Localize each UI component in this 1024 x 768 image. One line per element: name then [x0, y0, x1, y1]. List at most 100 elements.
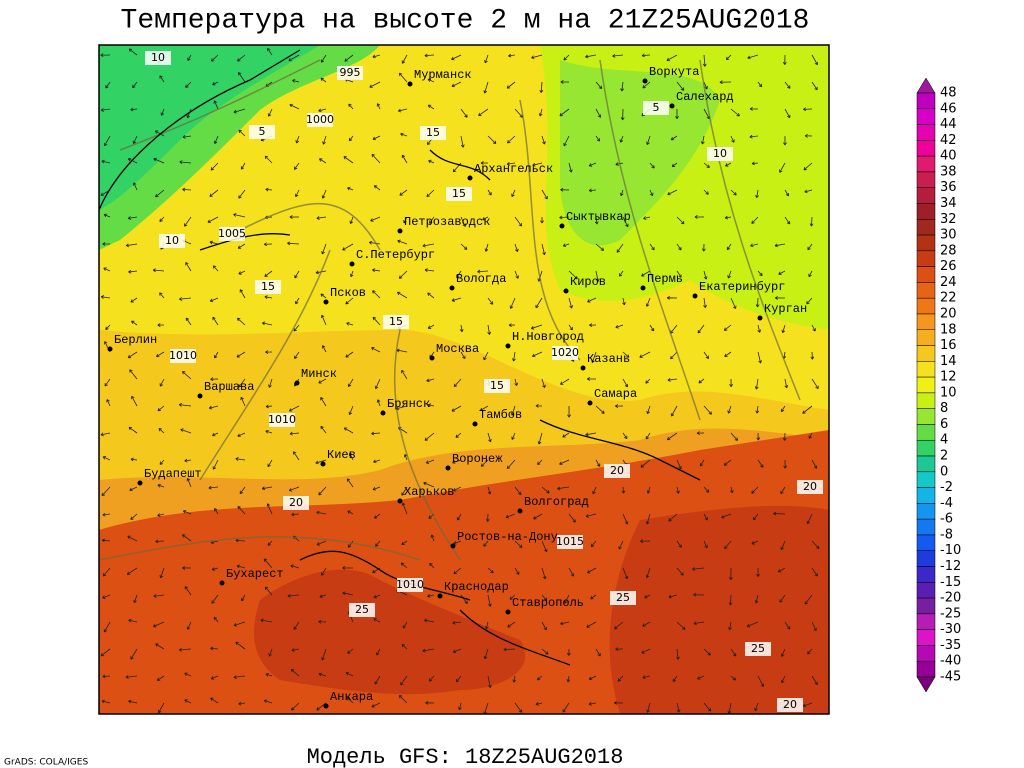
wind-arrow: [424, 53, 435, 58]
wind-arrow: [266, 503, 273, 515]
wind-arrow: [723, 459, 732, 466]
wind-arrow: [727, 405, 732, 414]
city-label: Харьков: [404, 485, 454, 499]
wind-arrow: [349, 216, 354, 224]
wind-arrow: [563, 54, 570, 61]
wind-arrow: [100, 53, 111, 58]
wind-arrow: [290, 669, 300, 677]
wind-arrow: [100, 295, 111, 299]
city-dot: [757, 315, 763, 321]
wind-arrow: [480, 459, 489, 467]
wind-arrow: [396, 291, 408, 299]
wind-arrow: [344, 54, 354, 62]
wind-arrow: [562, 702, 570, 713]
wind-arrow: [676, 648, 680, 660]
wind-arrow: [666, 432, 678, 441]
colorbar-band: [916, 203, 936, 220]
wind-arrow: [514, 702, 523, 713]
colorbar-band: [916, 487, 936, 504]
wind-arrow: [233, 108, 246, 114]
wind-arrow: [540, 216, 544, 224]
city-label: Ставрополь: [512, 596, 584, 610]
wind-arrow: [212, 316, 219, 326]
wind-arrow: [666, 54, 678, 62]
wind-arrow: [507, 621, 516, 628]
wind-arrow: [560, 187, 570, 192]
isotherm-label: 10: [151, 51, 165, 64]
wind-arrow: [730, 486, 734, 494]
wind-arrow: [541, 486, 550, 494]
wind-arrow: [568, 270, 578, 280]
wind-arrow: [531, 54, 543, 60]
wind-arrow: [676, 459, 682, 470]
wind-arrow: [670, 351, 678, 360]
wind-arrow: [320, 425, 327, 434]
wind-arrow: [293, 451, 300, 461]
wind-arrow: [316, 540, 327, 546]
wind-arrow: [696, 431, 705, 435]
wind-arrow: [671, 162, 678, 168]
wind-arrow: [586, 567, 597, 574]
wind-arrow: [158, 702, 165, 714]
wind-arrow: [589, 323, 597, 328]
wind-arrow: [291, 512, 300, 517]
wind-arrow: [452, 648, 462, 654]
wind-arrow: [128, 699, 138, 704]
wind-arrow: [159, 459, 165, 465]
wind-arrow: [398, 72, 408, 83]
colorbar-band: [916, 234, 936, 252]
wind-arrow: [784, 189, 789, 197]
wind-arrow: [568, 297, 573, 309]
colorbar-band: [916, 566, 936, 583]
wind-arrow: [238, 71, 246, 83]
wind-arrow: [724, 540, 732, 550]
wind-arrow: [778, 270, 786, 275]
wind-arrow: [184, 672, 192, 677]
wind-arrow: [129, 369, 138, 380]
colorbar-arrow-top: [916, 77, 936, 94]
wind-arrow: [263, 699, 273, 704]
isotherm-label: 15: [389, 315, 403, 328]
wind-arrow: [568, 324, 573, 331]
wind-arrow: [646, 486, 651, 494]
wind-arrow: [130, 513, 138, 520]
wind-arrow: [315, 459, 327, 465]
wind-arrow: [757, 459, 764, 468]
wind-arrow: [541, 567, 547, 580]
wind-arrow: [260, 618, 273, 623]
wind-arrow: [567, 405, 571, 418]
wind-arrow: [451, 405, 462, 412]
wind-arrow: [537, 432, 543, 445]
wind-arrow: [693, 621, 705, 626]
wind-arrow: [646, 135, 651, 145]
wind-arrow: [268, 378, 273, 388]
wind-arrow: [725, 54, 732, 61]
wind-arrow: [703, 702, 712, 712]
wind-arrow: [210, 377, 219, 382]
wind-arrow: [721, 513, 732, 519]
wind-arrow: [503, 647, 516, 652]
wind-arrow: [240, 162, 246, 170]
wind-arrow: [374, 378, 381, 390]
isotherm-label-box: [283, 496, 309, 510]
wind-arrow: [533, 513, 543, 520]
wind-arrow: [401, 369, 408, 380]
wind-arrow: [133, 594, 138, 604]
wind-arrow: [397, 108, 408, 113]
isotherm-label-box: [777, 698, 803, 712]
isotherm-label: 25: [751, 642, 765, 655]
colorbar-label: -35: [940, 638, 961, 653]
wind-arrow: [783, 135, 787, 146]
wind-arrow: [564, 594, 570, 604]
city-dot: [640, 285, 646, 291]
wind-arrow: [703, 297, 707, 308]
isotherm-label-box: [349, 603, 375, 617]
city-label: Воронеж: [452, 452, 503, 466]
wind-arrow: [782, 432, 787, 441]
wind-arrow: [103, 267, 111, 272]
wind-arrow: [100, 108, 111, 112]
wind-arrow: [318, 378, 327, 384]
wind-arrow: [510, 405, 516, 416]
wind-arrow: [128, 426, 138, 434]
wind-arrow: [506, 459, 516, 470]
